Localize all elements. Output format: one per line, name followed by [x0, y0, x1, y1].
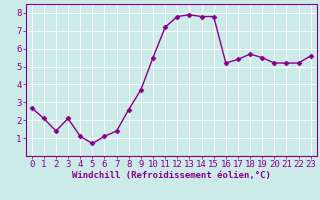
X-axis label: Windchill (Refroidissement éolien,°C): Windchill (Refroidissement éolien,°C) — [72, 171, 271, 180]
